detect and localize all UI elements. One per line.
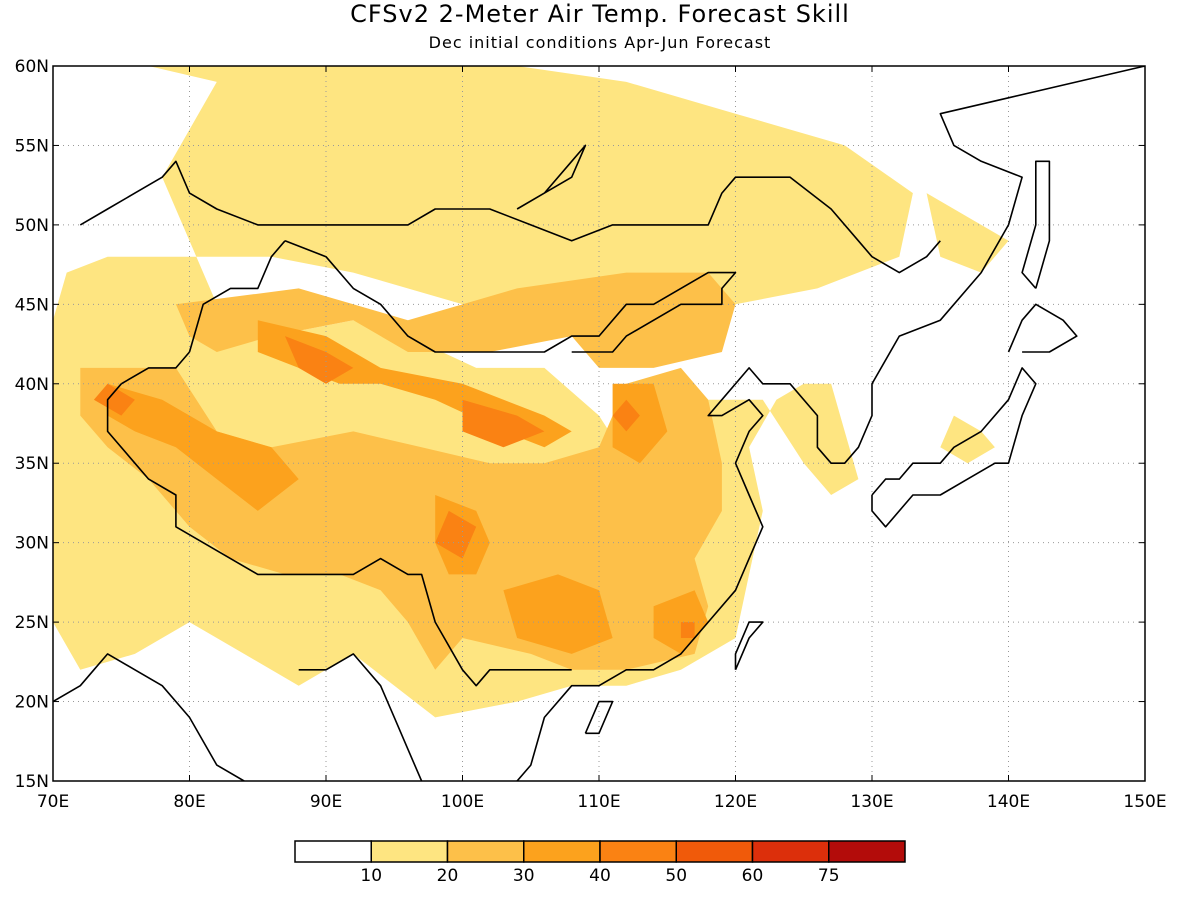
legend-swatch-4 [599,840,677,863]
skill-region-3 [175,272,736,368]
coastline-12 [106,383,572,687]
coastlines-and-borders [53,66,1145,781]
legend-swatch-1 [370,840,449,863]
skill-region-11 [285,336,354,384]
legend-label: 40 [589,866,611,886]
coastline-0 [53,653,245,781]
skill-region-9 [503,574,613,654]
coastline-2 [462,66,1145,781]
y-tick-label: 20N [15,693,49,713]
y-tick-label: 30N [15,534,49,554]
y-tick-label: 40N [15,375,49,395]
y-tick-label: 45N [15,295,49,315]
x-tick-label: 80E [173,792,205,812]
x-tick-label: 120E [714,792,757,812]
coastline-9 [284,240,737,353]
skill-shading [53,66,1009,718]
legend-label: 75 [818,866,840,886]
x-tick-label: 70E [37,792,69,812]
y-tick-label: 55N [15,136,49,156]
coastline-7 [584,700,614,735]
latitude-ticks: 60N 55N 50N 45N 40N 35N 30N 25N 20N 15N [15,57,1145,792]
y-tick-label: 60N [15,57,49,77]
skill-region-14 [435,510,477,559]
y-tick-label: 15N [15,772,49,792]
skill-region-13 [93,383,135,416]
legend-swatch-7 [828,840,906,863]
coastline-8 [79,160,941,274]
x-tick-label: 110E [577,792,620,812]
y-tick-label: 35N [15,454,49,474]
coastline-4 [1007,303,1078,353]
x-tick-label: 130E [850,792,893,812]
coastline-6 [734,621,764,671]
x-tick-label: 100E [441,792,484,812]
legend-swatch-5 [675,840,754,863]
x-tick-label: 140E [987,792,1030,812]
skill-region-1 [926,193,1009,273]
skill-region-6 [107,383,299,511]
legend-label: 10 [360,866,382,886]
legend-label: 20 [437,866,459,886]
legend-swatch-2 [446,840,525,863]
legend-swatch-6 [751,840,830,863]
x-tick-label: 150E [1123,792,1166,812]
skill-region-12 [462,399,545,448]
coastline-13 [516,144,587,210]
legend-swatch-3 [523,840,601,863]
coastline-1 [298,653,423,781]
coastline-3 [871,367,1037,528]
coastline-5 [1021,160,1051,289]
legend-label: 30 [513,866,535,886]
coastline-11 [120,351,191,385]
x-tick-label: 90E [310,792,342,812]
skill-region-16 [680,622,695,638]
color-legend: 10 20 30 40 50 60 75 [294,840,906,886]
longitude-ticks: 70E 80E 90E 100E 110E 120E 130E 140E 150E [37,66,1167,812]
skill-region-15 [612,399,640,432]
map-title: CFSv2 2-Meter Air Temp. Forecast Skill [350,0,850,28]
y-tick-label: 25N [15,613,49,633]
legend-swatch-0 [294,840,372,863]
map-subtitle: Dec initial conditions Apr-Jun Forecast [428,33,772,52]
legend-label: 60 [742,866,764,886]
legend-label: 50 [665,866,687,886]
y-tick-label: 50N [15,216,49,236]
coastline-10 [188,240,286,353]
